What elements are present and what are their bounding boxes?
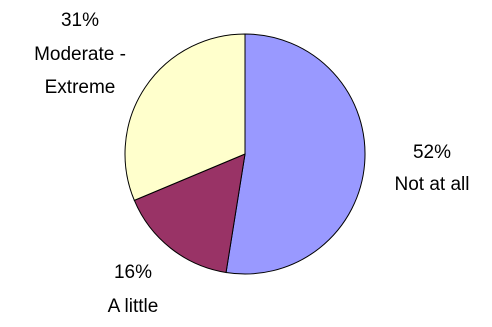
- pie-slices: [124, 33, 366, 275]
- percent-a-little: 16%: [114, 262, 152, 283]
- category-moderate-extreme-line2: Extreme: [45, 77, 116, 98]
- slice-a-little: [133, 153, 246, 274]
- category-moderate-extreme-line1: Moderate -: [34, 44, 126, 65]
- label-a-little: 16% A little: [108, 262, 159, 317]
- slice-not-at-all: [225, 33, 366, 275]
- label-not-at-all: 52% Not at all: [395, 142, 470, 195]
- percent-not-at-all: 52%: [413, 142, 451, 163]
- slice-moderate-extreme: [124, 33, 246, 202]
- category-not-at-all: Not at all: [395, 174, 470, 195]
- percent-moderate-extreme: 31%: [61, 10, 99, 31]
- label-moderate-extreme: 31% Moderate - Extreme: [34, 10, 126, 98]
- category-a-little: A little: [108, 296, 159, 317]
